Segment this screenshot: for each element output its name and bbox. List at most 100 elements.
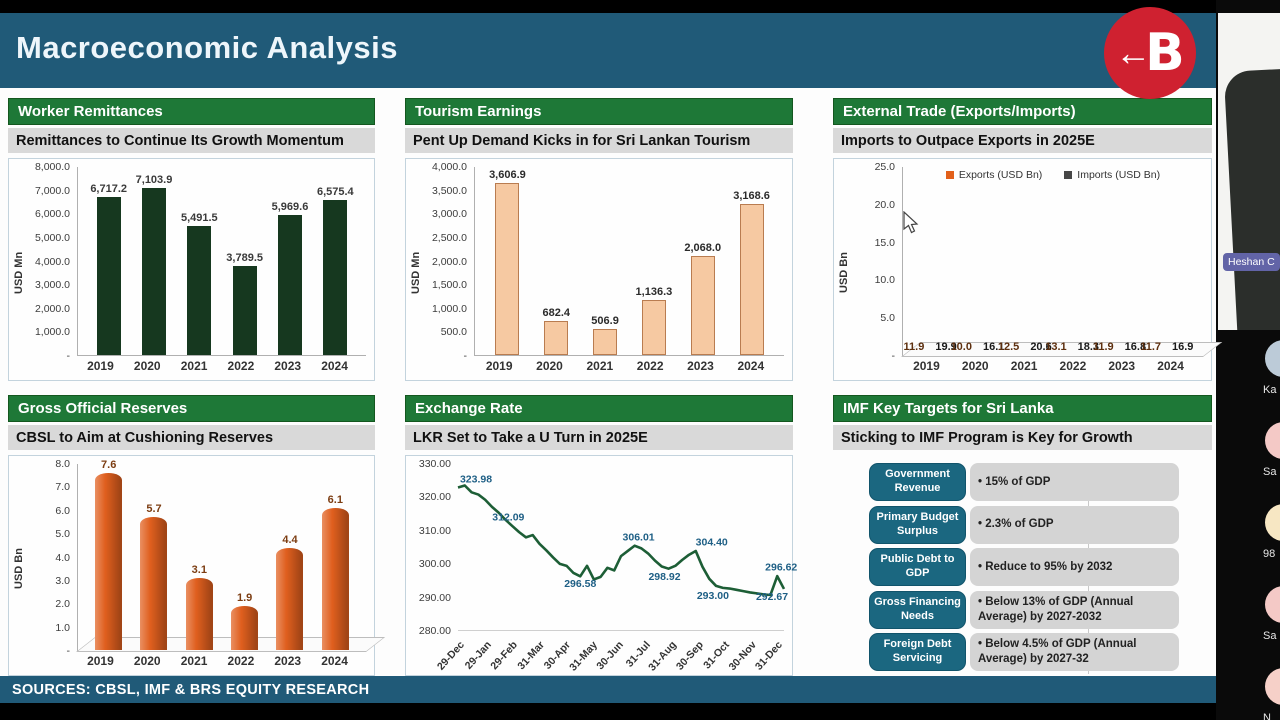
bar-value-label: 506.9 xyxy=(591,315,619,328)
bar-value-label: 5.7 xyxy=(146,503,162,516)
bar-slot: 506.9 xyxy=(581,167,630,355)
bar-value-label: 5,969.6 xyxy=(271,200,309,213)
bar-value-label: 11.7 xyxy=(1140,341,1161,353)
participant-list-item[interactable]: Sa xyxy=(1263,422,1280,478)
participant-list-item[interactable]: Sa xyxy=(1263,586,1280,642)
x-tick-label: 2024 xyxy=(321,359,348,373)
exchange-rate-chart: 330.00 320.00 310.00 300.00 290.00 280.00 323.… xyxy=(405,455,797,676)
participant-name-badge: Heshan C xyxy=(1223,253,1280,271)
bar-value-label: 11.9 xyxy=(903,341,925,353)
worker-remittances-chart: USD Mn 8,000.0 7,000.0 6,000.0 5,000.0 4,000.… xyxy=(8,158,375,381)
imf-target-value: • Reduce to 95% by 2032 xyxy=(970,548,1179,586)
participant-video-tile[interactable]: Heshan C xyxy=(1218,13,1280,330)
bar-2022 xyxy=(232,265,257,355)
bar-slot: 682.4 xyxy=(532,167,581,355)
x-tick-label: 2021 xyxy=(1010,359,1038,373)
legend-item: Exports (USD Bn) xyxy=(945,169,1043,181)
bar-slot: 7,103.9 xyxy=(131,167,176,355)
bar-value-label: 13.1 xyxy=(1045,341,1067,353)
y-axis: 330.00 320.00 310.00 300.00 290.00 280.00 xyxy=(418,458,451,637)
presentation-slide: Macroeconomic Analysis ← B Worker Remitt… xyxy=(0,7,1223,703)
company-logo: ← B xyxy=(1104,7,1196,99)
y-axis: 25.0 20.0 15.0 10.0 5.0- xyxy=(874,161,895,362)
exchange-rate-line xyxy=(458,485,784,595)
bar-value-label: 19.9 xyxy=(935,341,957,353)
panel-subtitle: Remittances to Continue Its Growth Momen… xyxy=(8,128,375,153)
participant-list-item[interactable]: Ka xyxy=(1263,340,1280,396)
x-tick-label: 2020 xyxy=(133,359,161,373)
bar-value-label: 16.8 xyxy=(1124,341,1147,353)
bar-2022 xyxy=(231,605,259,650)
x-tick-label: 2024 xyxy=(737,359,765,373)
participant-silhouette xyxy=(1223,68,1280,330)
bar-slot: 1.9 xyxy=(222,464,267,650)
panel-header: Gross Official Reserves xyxy=(8,395,375,422)
x-tick-label: 2019 xyxy=(87,654,114,668)
bar-value-label: 3.1 xyxy=(191,563,207,576)
bar-2024 xyxy=(739,204,764,355)
slide-title: Macroeconomic Analysis xyxy=(16,30,398,65)
bar-slot: 10.0 16.1 xyxy=(951,167,1005,355)
mouse-cursor xyxy=(903,210,920,240)
avatar xyxy=(1265,504,1280,541)
line-annotation: 323.98 xyxy=(459,473,493,486)
sources-text: SOURCES: CBSL, IMF & BRS EQUITY RESEARCH xyxy=(12,681,370,698)
x-axis: 2019 2020 2021 2022 2023 2024 xyxy=(424,356,784,378)
panel-subtitle: CBSL to Aim at Cushioning Reserves xyxy=(8,425,375,450)
bar-value-label: 16.1 xyxy=(982,341,1005,353)
panel-imf-targets: IMF Key Targets for Sri Lanka Sticking t… xyxy=(833,395,1212,676)
plot-area: 323.98 312.09 296.58 306.01 298.92 304.40 293.… xyxy=(458,468,797,631)
bar-value-label: 6,575.4 xyxy=(316,186,354,199)
x-tick-label: 2023 xyxy=(274,654,302,668)
panel-header: Exchange Rate xyxy=(405,395,793,422)
bar-2021 xyxy=(185,577,213,650)
bar-slot: 6.1 xyxy=(313,464,358,650)
x-tick-label: 2019 xyxy=(485,359,513,373)
bar-value-label: 3,606.9 xyxy=(489,169,526,182)
logo-letter: B xyxy=(1145,23,1185,83)
x-axis: 29-Dec 29-Jan 29-Feb 31-Mar 30-Apr 31-May 30-J… xyxy=(435,631,785,673)
exchange-rate-line-svg xyxy=(458,468,784,630)
bar-2021 xyxy=(187,225,212,355)
bar-slot: 5,969.6 xyxy=(267,167,312,355)
x-tick-label: 2023 xyxy=(1108,359,1136,373)
participant-name: 98 xyxy=(1263,548,1276,560)
participant-list-item[interactable]: N xyxy=(1263,668,1280,720)
participant-name: Sa xyxy=(1263,466,1277,478)
bar-slot: 6,717.2 xyxy=(86,167,131,355)
bar-value-label: 4.4 xyxy=(282,533,298,546)
x-tick-label: 2020 xyxy=(536,359,563,373)
bar-value-label: 16.9 xyxy=(1172,341,1194,353)
bar-slot: 5,491.5 xyxy=(177,167,222,355)
imf-targets-list: Government Revenue • 15% of GDP Primary Bu… xyxy=(833,455,1212,682)
participant-list-item[interactable]: 98 xyxy=(1263,504,1280,560)
imf-target-row: Primary Budget Surplus • 2.3% of GDP xyxy=(869,505,1179,544)
x-tick-label: 2023 xyxy=(274,359,302,373)
line-annotation: 292.67 xyxy=(755,591,789,604)
x-tick-label: 2024 xyxy=(1157,359,1184,373)
x-tick-label: 2022 xyxy=(1059,359,1087,373)
line-annotation: 296.62 xyxy=(765,561,798,574)
participant-name: N xyxy=(1263,712,1271,720)
y-axis-title: USD Bn xyxy=(838,252,850,293)
panel-subtitle: Sticking to IMF Program is Key for Growt… xyxy=(833,425,1212,450)
panel-header: IMF Key Targets for Sri Lanka xyxy=(833,395,1212,422)
panel-tourism-earnings: Tourism Earnings Pent Up Demand Kicks in… xyxy=(405,98,793,381)
y-axis-title: USD Bn xyxy=(13,548,25,589)
legend-label: Exports (USD Bn) xyxy=(958,169,1043,181)
imf-target-value: • Below 13% of GDP (Annual Average) by 2… xyxy=(970,590,1179,629)
bar-value-label: 5,491.5 xyxy=(180,211,218,224)
imf-target-label: Public Debt to GDP xyxy=(869,548,966,586)
y-axis-title: USD Mn xyxy=(410,251,422,294)
bar-value-label: 10.0 xyxy=(950,341,972,353)
logo-arrow-icon: ← xyxy=(1115,32,1152,73)
bar-value-label: 11.9 xyxy=(1092,341,1114,353)
y-axis-title: USD Mn xyxy=(13,251,25,294)
x-axis: 2019 2020 2021 2022 2023 2024 xyxy=(27,651,366,673)
bar-slot: 13.1 18.3 xyxy=(1045,167,1100,355)
x-tick-label: 2023 xyxy=(687,359,714,373)
bar-slot: 3.1 xyxy=(177,464,222,650)
participant-name: Ka xyxy=(1263,384,1277,396)
imf-target-value: • 15% of GDP xyxy=(970,463,1179,501)
